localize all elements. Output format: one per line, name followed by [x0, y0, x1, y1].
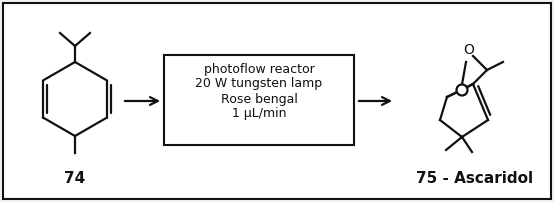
Text: Rose bengal: Rose bengal [220, 93, 297, 105]
Text: O: O [464, 43, 474, 57]
Text: 20 W tungsten lamp: 20 W tungsten lamp [196, 78, 322, 90]
Circle shape [456, 84, 468, 96]
Text: 1 μL/min: 1 μL/min [232, 107, 286, 121]
Text: photoflow reactor: photoflow reactor [204, 62, 314, 76]
Text: 75 - Ascaridol: 75 - Ascaridol [417, 171, 534, 186]
Bar [164, 55, 354, 145]
Text: 74: 74 [64, 171, 86, 186]
